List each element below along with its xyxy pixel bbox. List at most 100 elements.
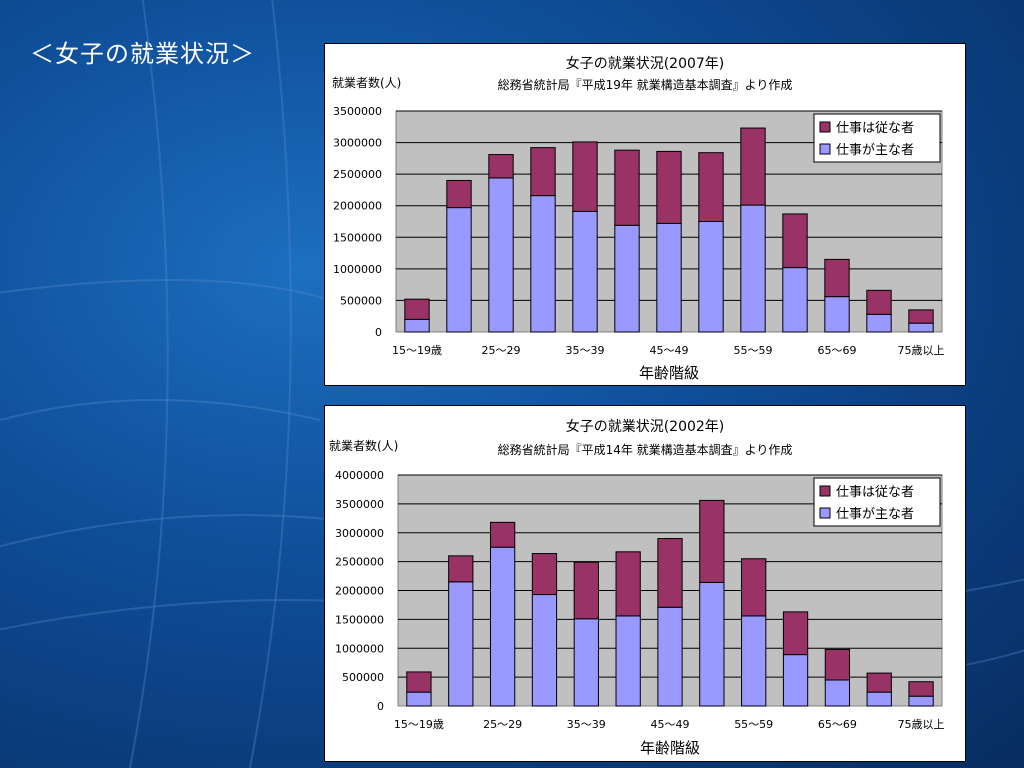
chart2-legend-swatch — [819, 507, 831, 519]
chart2-xtick-label: 35～39 — [567, 718, 606, 731]
chart1-bar-main — [866, 313, 892, 333]
chart2-bar-secondary — [699, 499, 725, 583]
chart1-title: 女子の就業状況(2007年) — [566, 55, 725, 72]
chart1-bar-main — [572, 210, 598, 333]
chart1-legend-swatch — [819, 121, 831, 133]
chart2-title: 女子の就業状況(2002年) — [566, 418, 725, 435]
chart1-bar-secondary — [656, 150, 682, 224]
chart2-bar-main — [573, 618, 599, 707]
chart1-ytick-label: 500000 — [340, 294, 382, 307]
chart2-bar-secondary — [908, 681, 934, 697]
chart2-bar-main — [699, 581, 725, 707]
chart1-bar-secondary — [782, 213, 808, 269]
chart1-bar-main — [698, 221, 724, 333]
chart2-legend-label: 仕事が主な者 — [836, 507, 914, 522]
chart2-legend-swatch — [819, 485, 831, 497]
chart2-xtick-label: 75歳以上 — [898, 718, 945, 731]
chart2-bar-secondary — [448, 555, 474, 583]
chart1-bar-secondary — [404, 298, 430, 320]
chart1-bar-secondary — [866, 289, 892, 315]
chart2-bar-main — [406, 691, 432, 707]
chart2-xtick-label: 25～29 — [483, 718, 522, 731]
chart1-bar-secondary — [824, 258, 850, 298]
chart1-bar-main — [446, 207, 472, 333]
chart2-legend-label: 仕事は従な者 — [836, 485, 914, 500]
chart2-bar-main — [824, 679, 851, 707]
chart2-legend — [813, 477, 941, 527]
chart1-bar-main — [488, 177, 514, 333]
chart1-bar-secondary — [698, 152, 724, 222]
chart1-bar-secondary — [908, 309, 934, 324]
chart2-ytick-label: 0 — [377, 700, 384, 713]
chart2-bar-main — [782, 654, 809, 707]
chart1-bar-secondary — [446, 179, 472, 209]
chart2-ytick-label: 3000000 — [335, 527, 384, 540]
chart2-bar-main — [489, 546, 516, 707]
chart1-bar-secondary — [488, 154, 514, 179]
chart1-bar-main — [656, 222, 682, 333]
chart1-ytick-label: 3500000 — [333, 105, 382, 118]
chart1-xtick-label: 45～49 — [650, 344, 689, 357]
chart2-bar-secondary — [615, 551, 641, 617]
chart1-bar-secondary — [530, 147, 556, 197]
chart-2007: 女子の就業状況(2007年) 総務省統計局『平成19年 就業構造基本調査』より作成… — [324, 43, 966, 386]
chart1-bar-main — [530, 195, 556, 333]
chart2-xtick-label: 15～19歳 — [394, 718, 444, 731]
chart2-xtick-label: 65～69 — [818, 718, 857, 731]
chart1-bar-main — [404, 318, 430, 333]
chart1-bar-secondary — [572, 141, 598, 212]
chart-2007-svg: 女子の就業状況(2007年) 総務省統計局『平成19年 就業構造基本調査』より作成… — [332, 55, 945, 382]
chart2-bar-main — [908, 695, 934, 707]
chart1-xlabel: 年齢階級 — [639, 364, 699, 382]
chart2-xtick-label: 55～59 — [734, 718, 773, 731]
chart2-bar-main — [615, 615, 641, 707]
chart1-ytick-label: 3000000 — [333, 137, 382, 150]
chart2-bar-secondary — [489, 521, 516, 548]
chart1-bar-main — [614, 224, 640, 333]
chart1-subtitle: 総務省統計局『平成19年 就業構造基本調査』より作成 — [498, 77, 793, 92]
chart1-xtick-label: 15～19歳 — [392, 344, 442, 357]
chart1-ytick-label: 2500000 — [333, 168, 382, 181]
chart2-xlabel: 年齢階級 — [640, 739, 700, 757]
chart1-ytick-label: 1500000 — [333, 231, 382, 244]
chart1-bar-main — [824, 296, 850, 333]
chart2-bar-secondary — [782, 611, 809, 656]
chart2-bar-secondary — [657, 538, 683, 608]
chart1-bar-main — [740, 204, 766, 333]
chart2-bar-secondary — [741, 558, 767, 617]
chart1-xtick-label: 25～29 — [482, 344, 521, 357]
chart2-bar-main — [866, 691, 892, 707]
chart1-legend-label: 仕事が主な者 — [836, 143, 914, 158]
chart2-ylabel: 就業者数(人) — [329, 438, 398, 453]
chart2-bar-secondary — [406, 671, 432, 693]
chart1-bar-main — [782, 267, 808, 333]
chart1-bar-secondary — [740, 127, 766, 206]
chart1-ytick-label: 1000000 — [333, 263, 382, 276]
chart2-xtick-label: 45～49 — [651, 718, 690, 731]
chart2-bar-main — [531, 594, 558, 707]
chart2-bar-secondary — [531, 553, 558, 596]
chart2-bar-main — [448, 581, 474, 707]
chart1-legend — [813, 113, 941, 163]
chart2-bar-main — [741, 615, 767, 707]
chart2-bar-secondary — [573, 561, 599, 620]
chart2-ytick-label: 4000000 — [335, 469, 384, 482]
chart1-xtick-label: 75歳以上 — [898, 344, 945, 357]
chart2-bar-secondary — [824, 648, 851, 681]
chart2-ytick-label: 1000000 — [335, 642, 384, 655]
slide-title: ＜女子の就業状況＞ — [30, 40, 255, 68]
chart2-ytick-label: 500000 — [342, 671, 384, 684]
chart2-ytick-label: 2000000 — [335, 585, 384, 598]
chart1-ylabel: 就業者数(人) — [332, 75, 401, 90]
chart2-bar-secondary — [866, 672, 892, 693]
chart1-xtick-label: 55～59 — [734, 344, 773, 357]
chart-2002: 女子の就業状況(2002年) 総務省統計局『平成14年 就業構造基本調査』より作成… — [324, 405, 966, 762]
chart1-bar-secondary — [614, 149, 640, 226]
chart1-ytick-label: 2000000 — [333, 200, 382, 213]
chart1-xtick-label: 35～39 — [566, 344, 605, 357]
chart1-xtick-label: 65～69 — [818, 344, 857, 357]
chart1-legend-swatch — [819, 143, 831, 155]
chart2-subtitle: 総務省統計局『平成14年 就業構造基本調査』より作成 — [498, 442, 793, 457]
chart1-ytick-label: 0 — [375, 326, 382, 339]
chart1-legend-label: 仕事は従な者 — [836, 121, 914, 136]
